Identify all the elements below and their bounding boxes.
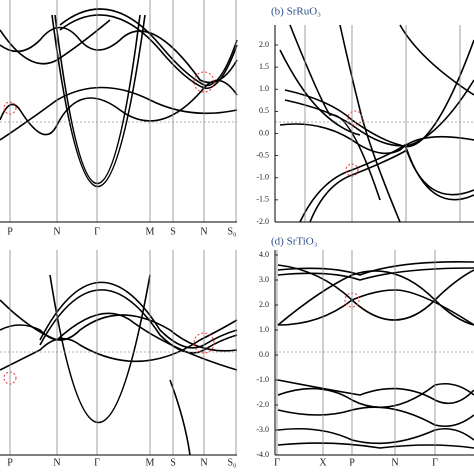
y-tick-label: 4.0 xyxy=(259,250,269,259)
k-label: N xyxy=(200,457,207,468)
panel-title: (b) SrRuO₃ xyxy=(271,6,321,18)
y-tick-label: -2.0 xyxy=(256,217,269,226)
y-tick-label: -4.0 xyxy=(256,450,269,459)
y-tick-label: -1.0 xyxy=(256,173,269,182)
k-label: S xyxy=(170,457,176,468)
y-tick-label: -1.0 xyxy=(256,375,269,384)
k-label: S₀ xyxy=(227,226,237,237)
y-tick-label: 3.0 xyxy=(259,275,269,284)
y-tick-label: 2.0 xyxy=(259,40,269,49)
y-tick-label: 2.0 xyxy=(259,300,269,309)
k-label: N xyxy=(53,457,60,468)
k-label: M xyxy=(146,457,155,468)
y-tick-label: -0.5 xyxy=(256,150,269,159)
y-tick-label: -3.0 xyxy=(256,425,269,434)
k-label: N xyxy=(200,226,207,237)
y-tick-label: 0.0 xyxy=(259,350,269,359)
panel-title: (d) SrTiO₃ xyxy=(271,236,318,248)
y-tick-label: 1.0 xyxy=(259,84,269,93)
k-label: Γ xyxy=(274,457,280,468)
k-label: P xyxy=(7,457,13,468)
y-tick-label: 0.5 xyxy=(259,106,269,115)
y-tick-label: 0.0 xyxy=(259,128,269,137)
y-tick-label: 1.5 xyxy=(259,62,269,71)
k-label: Γ xyxy=(94,226,100,237)
k-label: P xyxy=(349,457,355,468)
k-label: X xyxy=(319,457,327,468)
k-label: N xyxy=(53,226,60,237)
y-tick-label: -2.0 xyxy=(256,400,269,409)
y-tick-label: -1.5 xyxy=(256,195,269,204)
k-label: Γ xyxy=(94,457,100,468)
k-label: P xyxy=(7,226,13,237)
k-label: N xyxy=(391,457,398,468)
k-label: Γ xyxy=(432,457,438,468)
k-label: S xyxy=(170,226,176,237)
k-label: S₀ xyxy=(227,457,237,468)
band-curves xyxy=(0,8,474,456)
k-label: M xyxy=(146,226,155,237)
y-tick-label: 1.0 xyxy=(259,325,269,334)
